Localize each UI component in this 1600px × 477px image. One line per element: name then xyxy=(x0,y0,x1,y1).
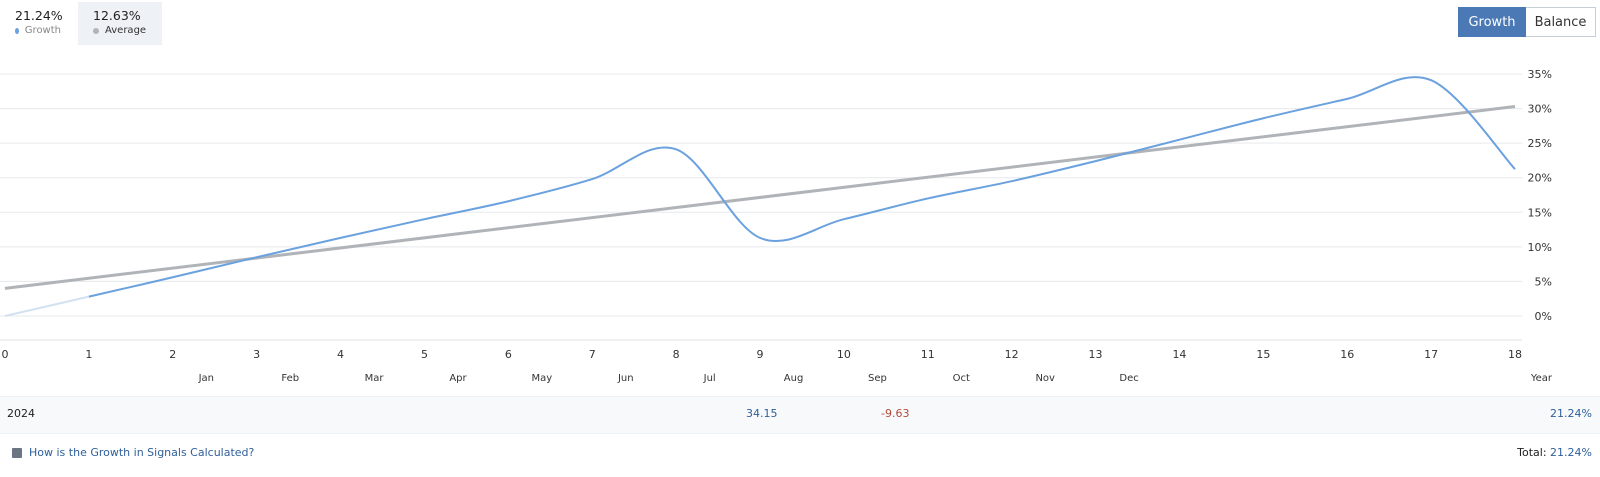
footer-total-label: Total: xyxy=(1517,446,1547,459)
month-label: Jul xyxy=(703,373,716,384)
x-tick-label: 11 xyxy=(921,348,935,361)
x-tick-label: 3 xyxy=(253,348,260,361)
x-tick-label: 4 xyxy=(337,348,344,361)
x-tick-label: 2 xyxy=(169,348,176,361)
month-label: Nov xyxy=(1035,373,1055,384)
month-label: Mar xyxy=(365,373,385,384)
average-dot-icon xyxy=(93,28,99,34)
y-tick-label: 35% xyxy=(1528,68,1552,81)
month-label: Dec xyxy=(1119,373,1138,384)
month-label: Feb xyxy=(281,373,299,384)
summary-year: 2024 xyxy=(7,407,35,420)
y-tick-label: 10% xyxy=(1528,241,1552,254)
y-tick-label: 25% xyxy=(1528,137,1552,150)
legend-growth[interactable]: 21.24% Growth xyxy=(0,2,76,45)
x-tick-label: 8 xyxy=(673,348,680,361)
chart-mode-toggle: Growth Balance xyxy=(1458,7,1596,37)
legend-average-label: Average xyxy=(105,25,147,36)
x-tick-label: 18 xyxy=(1508,348,1522,361)
summary-jun-value: 34.15 xyxy=(746,407,778,420)
legend-average-value: 12.63% xyxy=(93,8,141,23)
y-tick-label: 5% xyxy=(1535,275,1552,288)
calculator-icon xyxy=(12,447,22,458)
x-tick-label: 12 xyxy=(1005,348,1019,361)
growth-calculation-link-text: How is the Growth in Signals Calculated? xyxy=(29,446,255,459)
y-tick-label: 0% xyxy=(1535,310,1552,323)
month-label: Oct xyxy=(953,373,970,384)
growth-series-start-segment xyxy=(4,295,90,317)
average-series-line xyxy=(4,105,1516,290)
growth-dot-icon xyxy=(15,28,19,34)
summary-row: 2024 34.15 -9.63 21.24% xyxy=(0,396,1600,434)
summary-year-total: 21.24% xyxy=(1550,407,1592,420)
footer-total-value: 21.24% xyxy=(1550,446,1592,459)
y-tick-label: 30% xyxy=(1528,103,1552,116)
x-tick-label: 5 xyxy=(421,348,428,361)
month-label: Sep xyxy=(868,373,887,384)
growth-chart: 35%30%25%20%15%10%5%0%0 1 2 3 4 5 6 7 8 9 10 11 12 13… xyxy=(0,68,1553,384)
growth-calculation-link[interactable]: How is the Growth in Signals Calculated? xyxy=(12,446,254,459)
month-label: Jan xyxy=(198,373,214,384)
x-tick-label: 10 xyxy=(837,348,851,361)
y-tick-label: 20% xyxy=(1528,172,1552,185)
x-tick-label: 0 xyxy=(2,348,9,361)
legend-growth-value: 21.24% xyxy=(15,8,63,23)
footer-total: Total: 21.24% xyxy=(1517,446,1592,459)
balance-toggle-button[interactable]: Balance xyxy=(1526,7,1596,37)
x-tick-label: 7 xyxy=(589,348,596,361)
summary-jul-value: -9.63 xyxy=(881,407,910,420)
x-tick-label: 15 xyxy=(1256,348,1270,361)
month-label: Aug xyxy=(784,373,804,384)
x-tick-label: 13 xyxy=(1089,348,1103,361)
year-axis-label: Year xyxy=(1530,373,1553,384)
x-tick-label: 9 xyxy=(757,348,764,361)
growth-series-line xyxy=(88,76,1516,298)
legend-growth-label: Growth xyxy=(24,25,61,36)
month-label: Apr xyxy=(449,373,467,384)
month-label: May xyxy=(532,373,553,384)
month-label: Jun xyxy=(617,373,634,384)
x-tick-label: 1 xyxy=(85,348,92,361)
footer: How is the Growth in Signals Calculated?… xyxy=(0,446,1600,466)
growth-toggle-button[interactable]: Growth xyxy=(1458,7,1526,37)
x-tick-label: 16 xyxy=(1340,348,1354,361)
x-tick-label: 14 xyxy=(1172,348,1186,361)
x-tick-label: 17 xyxy=(1424,348,1438,361)
y-tick-label: 15% xyxy=(1528,206,1552,219)
legend-average[interactable]: 12.63% Average xyxy=(78,2,162,45)
x-tick-label: 6 xyxy=(505,348,512,361)
